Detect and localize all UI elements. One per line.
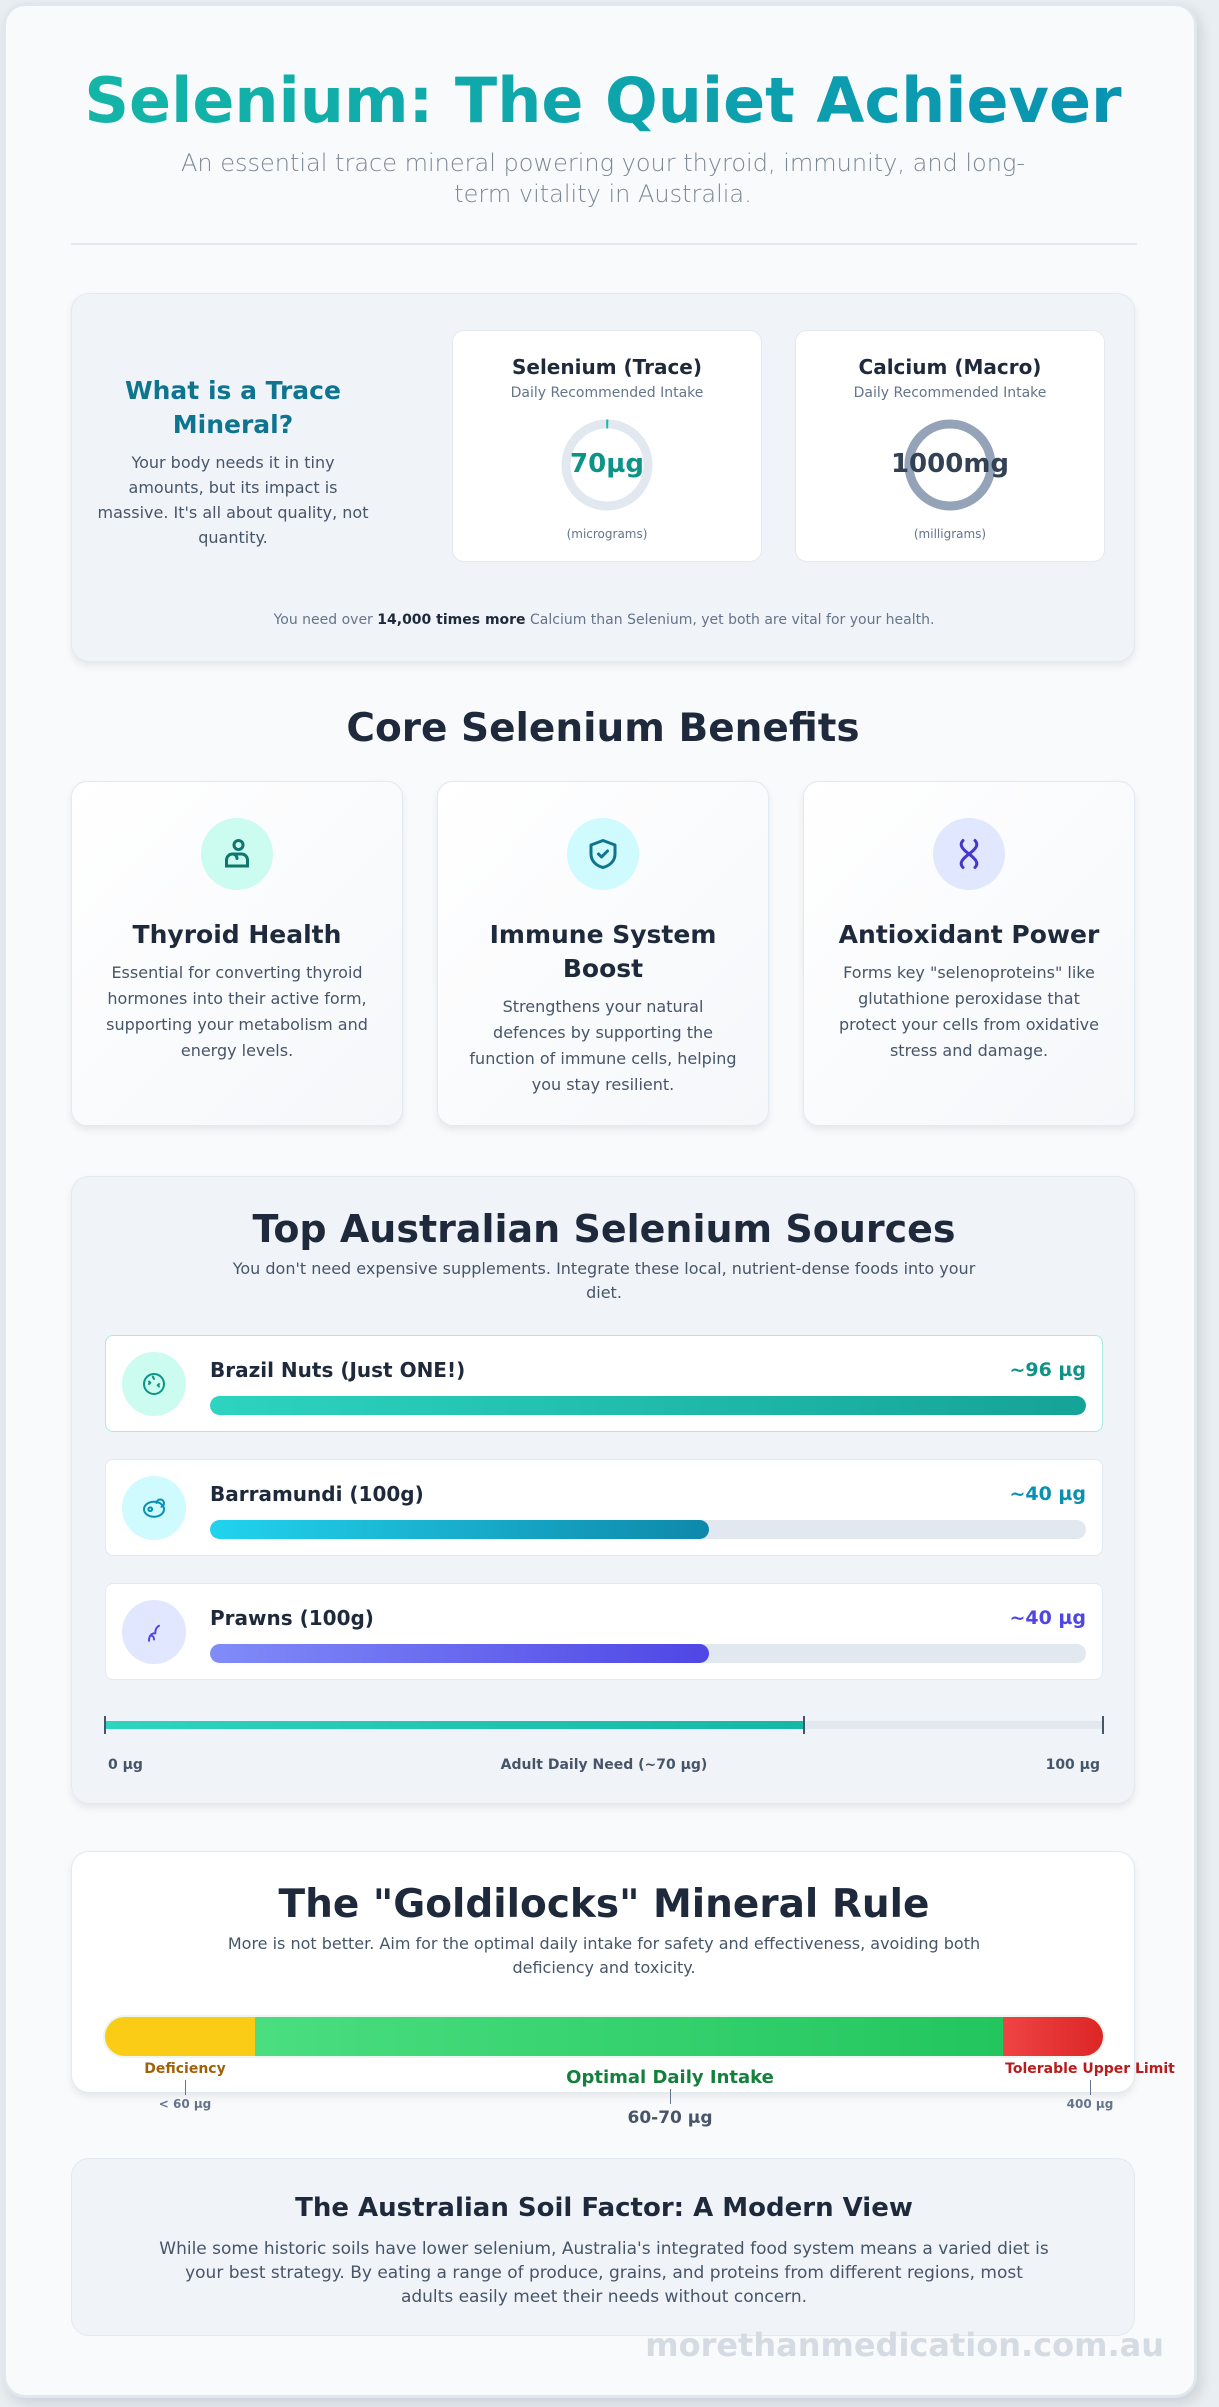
page-subtitle: An essential trace mineral powering your…: [180, 149, 1026, 208]
calcium-value: 1000mg: [890, 449, 1010, 479]
zone-upper-limit: [1003, 2017, 1103, 2056]
scale-need-label: Adult Daily Need (~70 µg): [500, 1757, 708, 1773]
zone-deficiency: [105, 2017, 255, 2056]
zone-value: 60-70 µg: [627, 2108, 713, 2128]
source-row: Brazil Nuts (Just ONE!) ~96 µg: [105, 1335, 1103, 1432]
daily-need-fill: [105, 1721, 804, 1729]
source-bar-fill: [210, 1644, 710, 1663]
source-bar-fill: [210, 1520, 710, 1539]
zone-optimal: [254, 2017, 1004, 2056]
benefit-text: Forms key "selenoproteins" like glutathi…: [839, 963, 1099, 1060]
fish-icon: [122, 1476, 186, 1540]
sources-subtitle: You don't need expensive supplements. In…: [232, 1259, 976, 1302]
benefit-card-immune: Immune System Boost Strengthens your nat…: [437, 781, 769, 1126]
source-value: ~96 µg: [1009, 1359, 1086, 1381]
trace-text: Your body needs it in tiny amounts, but …: [97, 453, 369, 547]
source-bar-track: [210, 1644, 1086, 1663]
scale-max-label: 100 µg: [1045, 1757, 1100, 1773]
infographic-page: Selenium: The Quiet Achiever An essentia…: [3, 3, 1197, 2398]
watermark: morethanmedication.com.au: [645, 2326, 1164, 2364]
thyroid-icon: [201, 818, 273, 890]
scale-tick-max: [1102, 1716, 1104, 1734]
page-title: Selenium: The Quiet Achiever: [6, 64, 1200, 137]
prawn-icon: [122, 1600, 186, 1664]
card-title: Selenium (Trace): [511, 355, 703, 379]
note-text: Calcium than Selenium, yet both are vita…: [525, 612, 935, 628]
benefit-card-antioxidant: Antioxidant Power Forms key "selenoprote…: [803, 781, 1135, 1126]
benefit-card-thyroid: Thyroid Health Essential for converting …: [71, 781, 403, 1126]
benefit-text: Strengthens your natural defences by sup…: [469, 997, 737, 1094]
divider: [71, 243, 1137, 245]
source-name: Brazil Nuts (Just ONE!): [210, 1358, 466, 1382]
zone-tick: [670, 2089, 671, 2104]
zone-label: Optimal Daily Intake: [566, 2067, 774, 2088]
source-name: Prawns (100g): [210, 1606, 374, 1630]
zone-value: < 60 µg: [158, 2097, 212, 2111]
benefit-title: Immune System Boost: [489, 920, 717, 983]
zone-value: 400 µg: [1066, 2097, 1114, 2111]
note-emphasis: 14,000 times more: [377, 612, 526, 628]
trace-note: You need over 14,000 times more Calcium …: [72, 612, 1136, 628]
note-text: You need over: [273, 612, 378, 628]
source-value: ~40 µg: [1009, 1483, 1086, 1505]
source-bar-track: [210, 1520, 1086, 1539]
selenium-ring: 70µg: [561, 419, 653, 511]
card-title: Calcium (Macro): [858, 355, 1042, 379]
selenium-value: 70µg: [570, 449, 644, 479]
soil-section: The Australian Soil Factor: A Modern Vie…: [71, 2158, 1135, 2336]
soil-text: While some historic soils have lower sel…: [159, 2239, 1049, 2307]
shield-check-icon: [567, 818, 639, 890]
soil-title: The Australian Soil Factor: A Modern Vie…: [295, 2193, 913, 2223]
card-unit: (micrograms): [566, 527, 648, 541]
sources-title: Top Australian Selenium Sources: [252, 1207, 956, 1251]
zone-tick: [185, 2080, 186, 2095]
card-subtitle: Daily Recommended Intake: [853, 385, 1047, 401]
benefit-title: Antioxidant Power: [838, 920, 1100, 949]
trace-intro: What is a Trace Mineral? Your body needs…: [92, 374, 374, 550]
scale-tick-need: [802, 1716, 805, 1734]
scale-tick-min: [104, 1716, 106, 1734]
source-row: Prawns (100g) ~40 µg: [105, 1583, 1103, 1680]
daily-need-track: [105, 1721, 1103, 1729]
trace-mineral-section: What is a Trace Mineral? Your body needs…: [71, 293, 1135, 662]
sources-section: Top Australian Selenium Sources You don'…: [71, 1176, 1135, 1804]
calcium-ring: 1000mg: [891, 419, 1009, 511]
zone-label: Deficiency: [144, 2061, 226, 2077]
scale-min-label: 0 µg: [108, 1757, 143, 1773]
goldilocks-section: The "Goldilocks" Mineral Rule More is no…: [71, 1851, 1175, 2128]
goldilocks-title: The "Goldilocks" Mineral Rule: [278, 1882, 930, 1927]
nut-icon: [122, 1352, 186, 1416]
card-subtitle: Daily Recommended Intake: [510, 385, 704, 401]
benefits-title: Core Selenium Benefits: [346, 706, 860, 751]
trace-heading: What is a Trace Mineral?: [125, 376, 341, 439]
source-bar-track: [210, 1396, 1086, 1415]
source-value: ~40 µg: [1009, 1607, 1086, 1629]
source-bar-fill: [210, 1396, 1086, 1415]
selenium-card: Selenium (Trace) Daily Recommended Intak…: [452, 330, 762, 562]
intake-range-bar: [105, 2017, 1103, 2056]
calcium-card: Calcium (Macro) Daily Recommended Intake…: [795, 330, 1105, 562]
zone-tick: [1090, 2080, 1091, 2095]
source-row: Barramundi (100g) ~40 µg: [105, 1459, 1103, 1556]
benefit-title: Thyroid Health: [132, 920, 342, 949]
goldilocks-subtitle: More is not better. Aim for the optimal …: [227, 1934, 981, 1977]
zone-label: Tolerable Upper Limit: [1005, 2061, 1175, 2077]
card-unit: (milligrams): [913, 527, 987, 541]
molecule-icon: [933, 818, 1005, 890]
source-name: Barramundi (100g): [210, 1482, 424, 1506]
benefit-text: Essential for converting thyroid hormone…: [106, 963, 368, 1060]
